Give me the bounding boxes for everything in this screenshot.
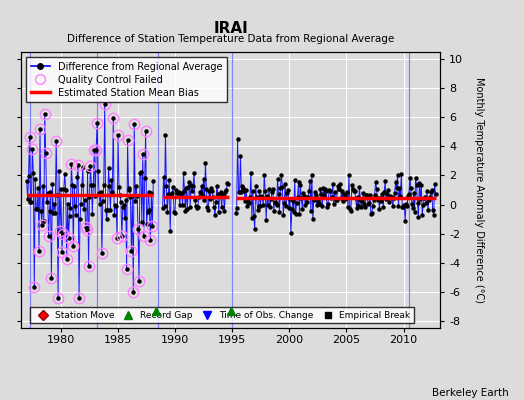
Text: Difference of Station Temperature Data from Regional Average: Difference of Station Temperature Data f… (67, 34, 394, 44)
Legend: Station Move, Record Gap, Time of Obs. Change, Empirical Break: Station Move, Record Gap, Time of Obs. C… (30, 307, 414, 324)
Y-axis label: Monthly Temperature Anomaly Difference (°C): Monthly Temperature Anomaly Difference (… (474, 77, 484, 303)
Title: IRAI: IRAI (213, 20, 248, 36)
Text: Berkeley Earth: Berkeley Earth (432, 388, 508, 398)
